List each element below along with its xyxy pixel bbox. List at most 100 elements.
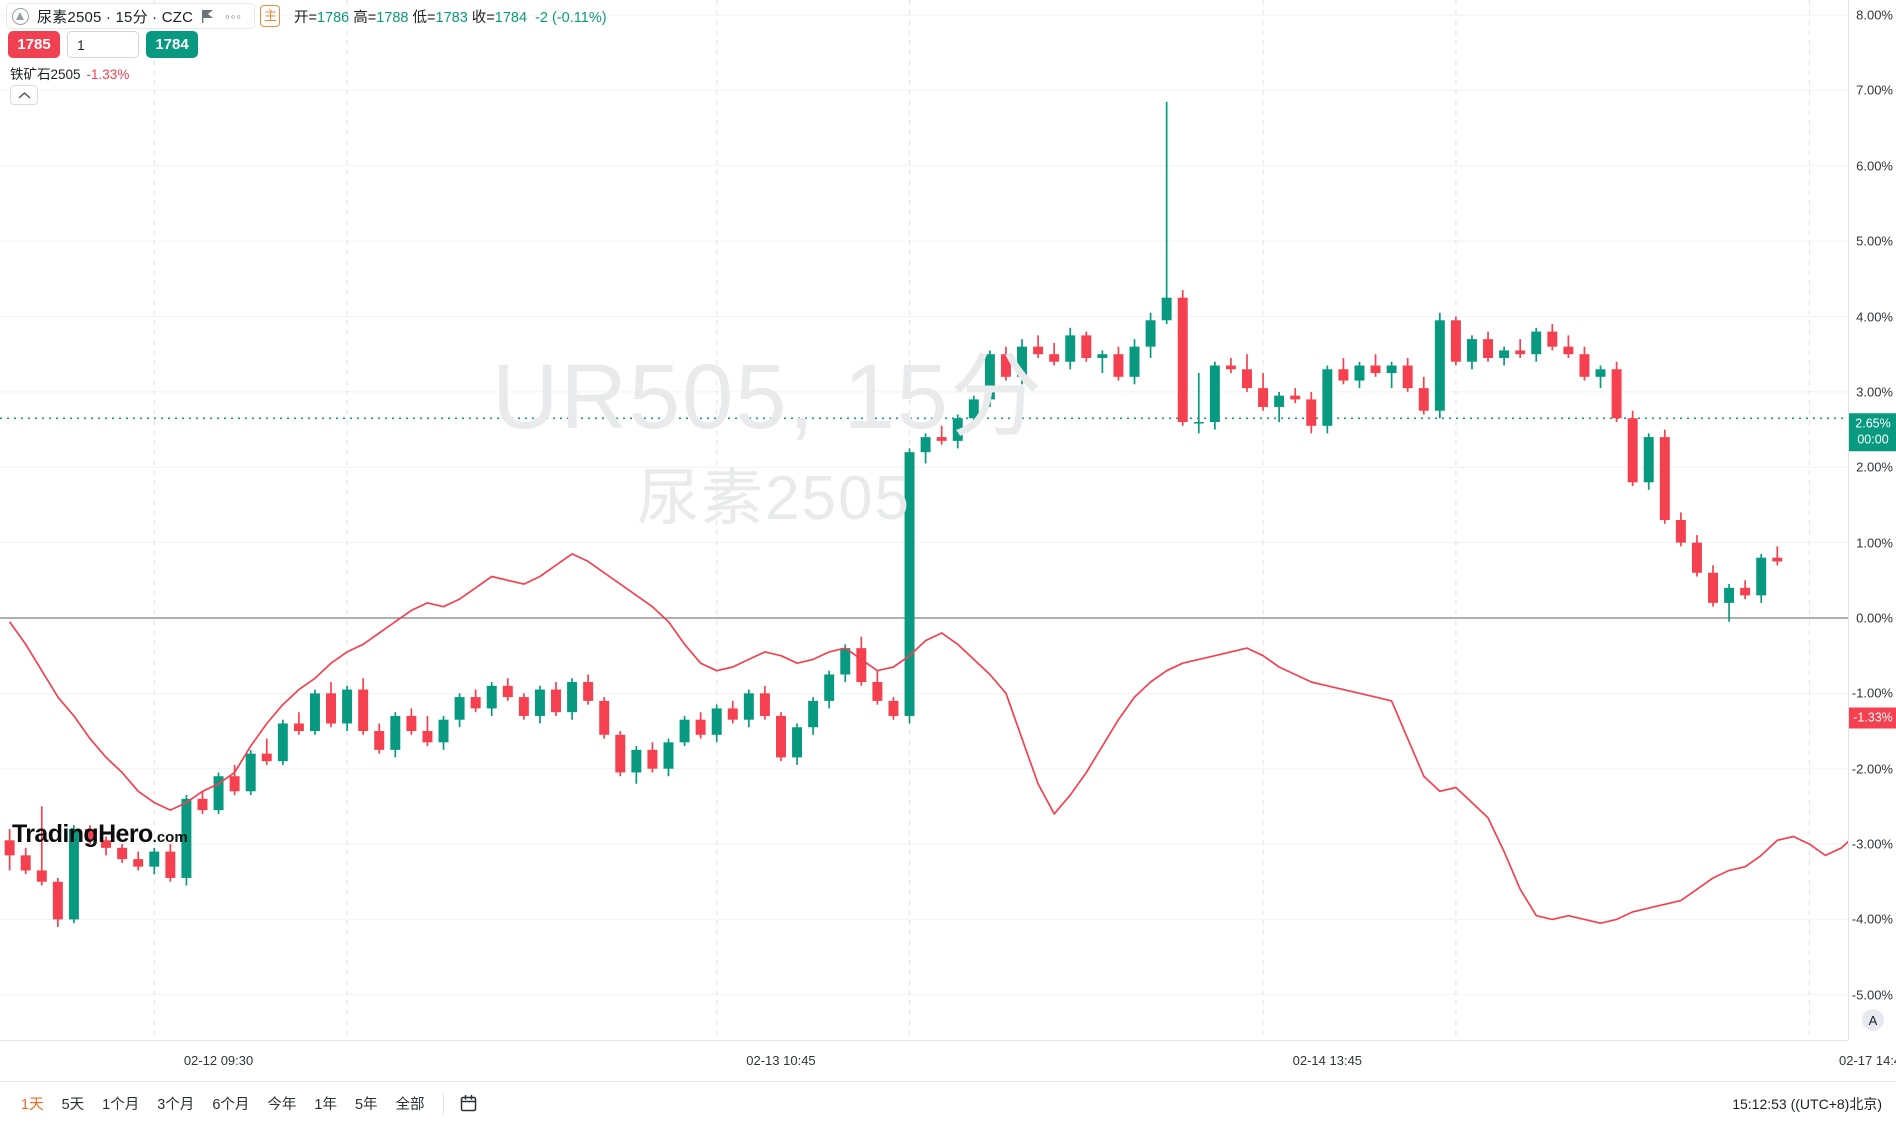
candle-body: [583, 682, 594, 701]
price-axis-tick: 3.00%: [1856, 384, 1893, 400]
range-button-0[interactable]: 1天: [21, 1097, 44, 1113]
candle-body: [1547, 331, 1558, 347]
candle-body: [824, 674, 835, 701]
price-axis-tick: -4.00%: [1851, 911, 1893, 927]
open-value: 1786: [316, 9, 350, 26]
candle-body: [1708, 572, 1718, 603]
grid-lines: [0, 14, 1848, 996]
range-button-7[interactable]: 5年: [354, 1097, 378, 1113]
candle-body: [1177, 297, 1188, 423]
candle-body: [1531, 331, 1542, 355]
candle-body: [1595, 369, 1606, 377]
brand-name: TradingHero: [12, 820, 153, 848]
candle-body: [1563, 346, 1574, 355]
time-axis-tick: 02-17 14:45: [1839, 1053, 1896, 1068]
candle-body: [1145, 320, 1156, 347]
candle-body: [68, 828, 79, 920]
range-button-2[interactable]: 1个月: [102, 1097, 140, 1113]
time-axis[interactable]: 02-12 09:30 02-13 10:45 02-14 13:45 02-17 1…: [0, 1040, 1896, 1080]
range-button-4[interactable]: 6个月: [212, 1097, 250, 1113]
comparison-price-badge[interactable]: -1.33%: [1849, 707, 1896, 729]
candle-body: [727, 708, 738, 720]
candle-body: [1675, 520, 1686, 543]
candle-body: [454, 697, 465, 720]
range-button-5[interactable]: 今年: [267, 1097, 297, 1113]
bid-price-button[interactable]: 1785: [8, 31, 60, 58]
candle-body: [647, 749, 658, 769]
price-axis-tick: 1.00%: [1856, 535, 1893, 551]
symbol-pill[interactable]: 尿素2505 · 15分 · CZC ◦◦◦: [6, 3, 255, 29]
bottom-toolbar: 1天 5天 1个月 3个月 6个月 今年 1年 5年 全部 15:12:53 ((UTC+8)北…: [0, 1081, 1896, 1125]
candle-body: [904, 452, 915, 716]
candle-body: [856, 648, 867, 683]
candle-body: [52, 881, 63, 920]
brand-domain: .com: [152, 829, 188, 846]
candle-body: [133, 859, 144, 867]
symbol-label: 尿素2505 · 15分 · CZC: [37, 8, 194, 26]
range-button-8[interactable]: 全部: [395, 1097, 425, 1113]
candle-body: [599, 700, 610, 735]
current-price-badge[interactable]: 2.65% 00:00: [1849, 413, 1896, 451]
candlestick-chart: [0, 0, 1848, 1040]
candle-body: [1097, 354, 1108, 358]
candle-body: [36, 870, 47, 882]
candle-body: [952, 418, 963, 441]
ask-price-button[interactable]: 1784: [146, 31, 198, 58]
price-axis-tick: 0.00%: [1856, 610, 1893, 626]
range-button-1[interactable]: 5天: [61, 1097, 85, 1113]
candle-body: [872, 682, 883, 701]
calendar-icon: [460, 1094, 476, 1112]
candle-body: [711, 708, 722, 735]
candle-body: [679, 719, 690, 743]
open-label: 开=: [294, 9, 317, 26]
price-axis-tick: -5.00%: [1851, 987, 1893, 1003]
candle-body: [1161, 297, 1172, 321]
compare-symbol-label: 铁矿石2505: [10, 67, 81, 82]
close-label: 收=: [471, 9, 495, 26]
candle-body: [4, 840, 15, 856]
chart-header-symbol-row: 尿素2505 · 15分 · CZC ◦◦◦ 主 开=1786 高=1788 低…: [6, 3, 607, 29]
triangle-circle-logo-icon: [12, 7, 29, 25]
price-axis-tick: 2.00%: [1856, 459, 1893, 475]
candle-body: [342, 689, 353, 724]
candle-body: [968, 399, 979, 419]
candle-body: [165, 851, 176, 878]
ohlc-readout: 开=1786 高=1788 低=1783 收=1784 -2 (-0.11%): [294, 6, 607, 27]
low-label: 低=: [412, 9, 436, 26]
candle-body: [1450, 320, 1461, 362]
price-axis-tick: 8.00%: [1856, 7, 1893, 23]
candle-body: [245, 753, 256, 792]
price-axis-tick: 7.00%: [1856, 82, 1893, 98]
candle-body: [551, 689, 561, 713]
candle-body: [1209, 365, 1220, 423]
candle-body: [1322, 369, 1333, 426]
price-axis[interactable]: A 8.00% 7.00% 6.00% 5.00% 4.00% 3.00% 2.00% 1.0…: [1848, 0, 1896, 1040]
range-button-3[interactable]: 3个月: [157, 1097, 195, 1113]
candle-body: [213, 776, 224, 811]
change-value: -2 (-0.11%): [535, 9, 607, 26]
low-value: 1783: [435, 9, 468, 26]
range-button-6[interactable]: 1年: [314, 1097, 337, 1113]
quantity-input[interactable]: 1: [67, 31, 139, 58]
candle-body: [470, 697, 481, 709]
candle-body: [775, 715, 786, 758]
time-axis-tick: 02-13 10:45: [746, 1053, 816, 1068]
candle-body: [1659, 437, 1670, 520]
candle-body: [309, 693, 320, 732]
collapse-legend-button[interactable]: [10, 85, 38, 105]
more-options-icon[interactable]: ◦◦◦: [225, 8, 242, 24]
candle-body: [1434, 320, 1445, 411]
candle-body: [1466, 339, 1477, 362]
candle-body: [792, 727, 803, 758]
candle-body: [1242, 369, 1252, 389]
candle-body: [1724, 587, 1735, 603]
candle-body: [1402, 365, 1413, 389]
candle-body: [1065, 335, 1076, 362]
chart-plot-area[interactable]: [0, 0, 1848, 1040]
main-contract-icon[interactable]: 主: [259, 5, 280, 27]
axis-scale-mode-badge[interactable]: A: [1862, 1009, 1884, 1031]
candle-body: [277, 723, 288, 762]
calendar-button[interactable]: [453, 1092, 484, 1115]
candle-body: [1499, 350, 1510, 358]
candle-body: [20, 855, 31, 871]
